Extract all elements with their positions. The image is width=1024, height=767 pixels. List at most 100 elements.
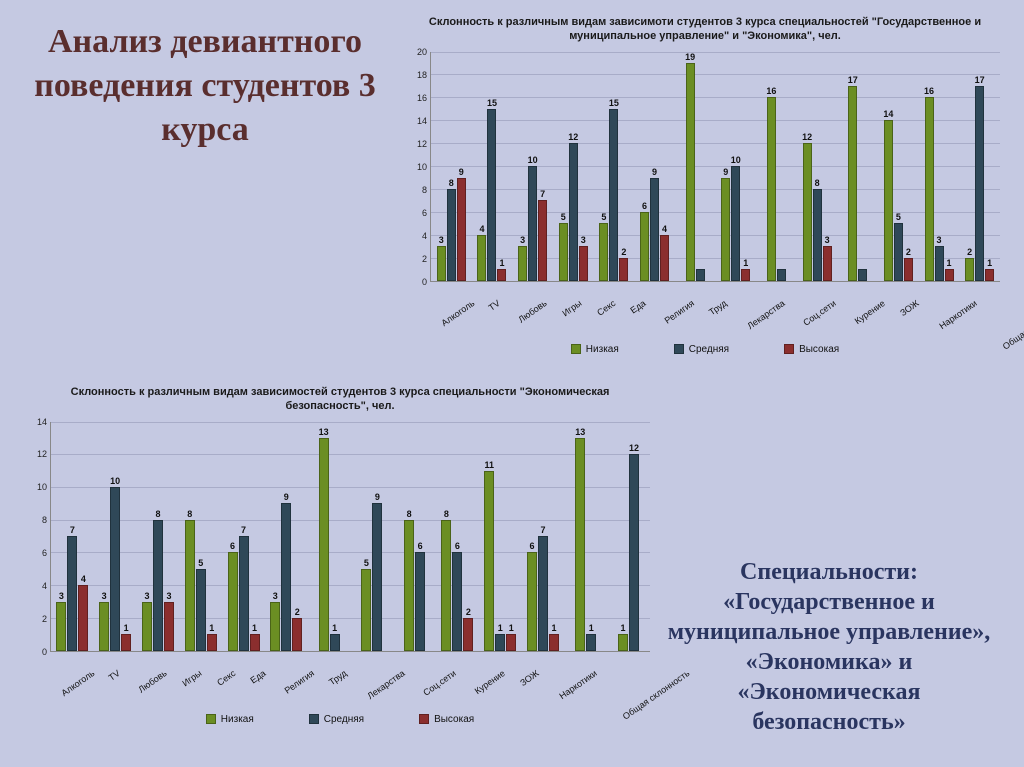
bar-low: 6 [228, 552, 238, 650]
bar-value: 2 [967, 247, 972, 257]
bar-value: 10 [528, 155, 538, 165]
bar-mid: 1 [330, 634, 340, 650]
bar-value: 2 [466, 607, 471, 617]
category-group: 392 [265, 422, 308, 651]
y-tick: 4 [405, 231, 427, 241]
bar-mid: 15 [487, 109, 496, 281]
bar-value: 7 [70, 525, 75, 535]
bar-value: 7 [540, 189, 545, 199]
bar-value: 5 [364, 558, 369, 568]
bar-low: 16 [767, 97, 776, 280]
chart-bottom: Склонность к различным видам зависимосте… [20, 385, 660, 735]
bar-value: 2 [295, 607, 300, 617]
bar-value: 8 [449, 178, 454, 188]
y-tick: 0 [25, 647, 47, 657]
legend-swatch [571, 344, 581, 354]
bar-value: 9 [459, 167, 464, 177]
bar-mid: 10 [110, 487, 120, 651]
bar-value: 5 [601, 212, 606, 222]
bar-value: 2 [906, 247, 911, 257]
category-group: 4151 [472, 52, 513, 281]
bar-low: 13 [319, 438, 329, 651]
category-group: 1111 [479, 422, 522, 651]
y-tick: 4 [25, 581, 47, 591]
y-tick: 6 [25, 548, 47, 558]
bar-mid: 7 [538, 536, 548, 651]
y-tick: 0 [405, 277, 427, 287]
bar-low: 3 [518, 246, 527, 280]
bar-value: 3 [273, 591, 278, 601]
category-group: 694 [634, 52, 675, 281]
y-tick: 8 [405, 185, 427, 195]
bar-value: 12 [568, 132, 578, 142]
bar-low: 8 [185, 520, 195, 651]
category-group: 131 [308, 422, 351, 651]
bar-low: 5 [559, 223, 568, 280]
bar-high: 1 [250, 634, 260, 650]
plot-area: 3743101383851671392131598686211116711311… [50, 422, 650, 652]
bar-value: 3 [825, 235, 830, 245]
bar-high: 3 [823, 246, 832, 280]
category-group: 310 1 [94, 422, 137, 651]
bar-value: 3 [144, 591, 149, 601]
bar-value: 12 [802, 132, 812, 142]
bar-mid: 3 [935, 246, 944, 280]
bar-value: 3 [102, 591, 107, 601]
chart-top: Склонность к различным видам зависимоти … [400, 15, 1010, 365]
bar-high: 9 [457, 178, 466, 281]
bar-mid: 7 [239, 536, 249, 651]
category-group: 5152 [594, 52, 635, 281]
y-tick: 8 [25, 515, 47, 525]
bar-mid: 5 [894, 223, 903, 280]
y-tick: 14 [25, 417, 47, 427]
bar-value: 6 [230, 541, 235, 551]
bar-value: 1 [946, 258, 951, 268]
bar-value: 4 [81, 574, 86, 584]
category-group: 3 10 7 [512, 52, 553, 281]
bar-value: 13 [575, 427, 585, 437]
bar-low: 17 [848, 86, 857, 281]
bar-low: 8 [441, 520, 451, 651]
bar-mid: 1 [495, 634, 505, 650]
bar-value: 9 [652, 167, 657, 177]
bar-value: 3 [166, 591, 171, 601]
bar-low: 3 [56, 602, 66, 651]
bar-mid: 9 [372, 503, 382, 650]
bar-high: 4 [78, 585, 88, 650]
bar-value: 1 [498, 623, 503, 633]
bar-value: 1 [124, 623, 129, 633]
bar-value: 4 [479, 224, 484, 234]
bar-value: 11 [484, 460, 494, 470]
plot-area: 3894151310751235152694199101161283171452… [430, 52, 1000, 282]
y-tick: 20 [405, 47, 427, 57]
bar-value: 3 [59, 591, 64, 601]
bar-mid: 10 [731, 166, 740, 281]
bar-value: 15 [609, 98, 619, 108]
bar-value: 7 [540, 525, 545, 535]
category-group: 671 [222, 422, 265, 651]
category-group: 1631 [919, 52, 960, 281]
y-tick: 10 [405, 162, 427, 172]
bar-value: 4 [662, 224, 667, 234]
bar-low: 13 [575, 438, 585, 651]
bar-mid: 9 [650, 178, 659, 281]
category-group: 389 [431, 52, 472, 281]
bar-high: 1 [506, 634, 516, 650]
bar-high: 1 [945, 269, 954, 280]
bar-mid [696, 269, 705, 280]
bar-value: 17 [975, 75, 985, 85]
bar-mid: 6 [452, 552, 462, 650]
bar-mid: 15 [609, 109, 618, 281]
bar-value: 9 [723, 167, 728, 177]
bar-low: 3 [270, 602, 280, 651]
bar-mid: 12 [569, 143, 578, 280]
bar-value: 2 [621, 247, 626, 257]
bar-value: 1 [589, 623, 594, 633]
bar-high: 2 [904, 258, 913, 281]
y-tick: 2 [25, 614, 47, 624]
bar-value: 1 [332, 623, 337, 633]
bar-value: 3 [520, 235, 525, 245]
bar-value: 19 [685, 52, 695, 62]
bar-mid: 5 [196, 569, 206, 651]
bar-value: 12 [629, 443, 639, 453]
